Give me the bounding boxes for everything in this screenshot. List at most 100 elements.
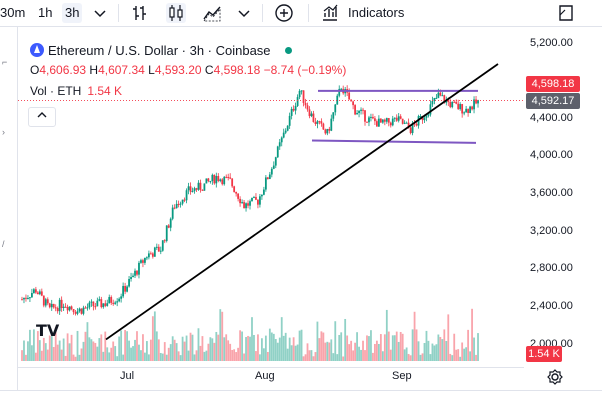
- area-style-icon[interactable]: [202, 3, 222, 23]
- volume-bar: [98, 338, 101, 361]
- candle-body: [278, 142, 281, 147]
- candle-body: [157, 246, 160, 252]
- candle-body: [370, 116, 372, 118]
- rail-mark[interactable]: /: [2, 239, 5, 249]
- symbol-title[interactable]: Ethereum / U.S. Dollar · 3h · Coinbase: [30, 43, 292, 58]
- volume-bar: [142, 334, 144, 361]
- channel-lower-line[interactable]: [311, 139, 477, 144]
- candle-style-icon[interactable]: [166, 3, 186, 23]
- volume-bar: [366, 335, 368, 361]
- candle-body: [235, 191, 238, 194]
- volume-bar: [294, 345, 297, 361]
- volume-bar: [227, 340, 230, 361]
- snapshot-icon[interactable]: [556, 3, 576, 23]
- volume-bar: [120, 330, 123, 361]
- candle-body: [463, 112, 466, 114]
- volume-bar: [88, 337, 91, 361]
- candle-body: [381, 119, 384, 123]
- volume-tag: 1.54 K: [526, 346, 562, 362]
- add-compare-icon[interactable]: [274, 3, 294, 23]
- candle-body: [213, 174, 216, 184]
- volume-bar: [266, 351, 269, 361]
- volume-bar: [207, 343, 210, 361]
- candle-body: [433, 97, 436, 101]
- candle-body: [310, 113, 313, 117]
- volume-bar: [376, 340, 378, 361]
- volume-bar: [29, 329, 31, 361]
- volume-bar: [74, 356, 77, 361]
- volume-bar: [348, 344, 351, 361]
- candle-body: [34, 289, 37, 293]
- candle-body: [415, 124, 418, 126]
- volume-bar: [86, 322, 89, 361]
- rail-mark[interactable]: ›: [2, 127, 5, 137]
- candle-body: [443, 95, 446, 103]
- collapse-legend-button[interactable]: [28, 107, 56, 127]
- volume-bar: [425, 330, 428, 361]
- volume-bar: [431, 343, 434, 361]
- volume-bar: [72, 354, 75, 361]
- rail-mark[interactable]: ⌐: [2, 57, 8, 67]
- candle-body: [352, 101, 355, 106]
- candle-body: [387, 118, 390, 123]
- indicators-icon[interactable]: [320, 3, 340, 23]
- trendline[interactable]: [105, 63, 499, 341]
- candle-body: [207, 178, 210, 182]
- price-chart[interactable]: [18, 27, 524, 367]
- volume-bar: [32, 329, 35, 361]
- candle-body: [42, 295, 45, 306]
- volume-bar: [342, 356, 345, 361]
- volume-bar: [368, 336, 370, 361]
- candle-body: [38, 291, 41, 295]
- volume-bar: [94, 342, 97, 361]
- gear-icon[interactable]: [546, 368, 564, 386]
- candle-body: [368, 117, 370, 123]
- interval-1h[interactable]: 1h: [38, 5, 53, 20]
- candle-body: [332, 112, 335, 119]
- candle-body: [56, 308, 59, 312]
- candle-body: [189, 186, 192, 192]
- candle-body: [60, 299, 63, 308]
- close-value: 4,598.18: [213, 63, 261, 77]
- volume-bar: [167, 347, 170, 361]
- volume-bar: [463, 348, 466, 361]
- candle-body: [322, 123, 325, 130]
- bar-style-icon[interactable]: [130, 3, 150, 23]
- chevron-down-icon[interactable]: [234, 3, 254, 23]
- volume-bar: [326, 341, 329, 361]
- volume-bar: [461, 342, 464, 361]
- toolbar-divider: [308, 4, 309, 22]
- volume-bar: [211, 338, 214, 361]
- crosshair-price-tag: 4,592.17: [526, 93, 580, 109]
- candle-body: [395, 117, 398, 121]
- candle-body: [144, 257, 146, 263]
- candle-body: [423, 117, 426, 121]
- volume-bar: [439, 336, 442, 361]
- candle-body: [451, 101, 454, 108]
- volume-bar: [193, 354, 196, 361]
- volume-bar: [130, 347, 132, 361]
- candle-body: [132, 275, 134, 277]
- interval-3h[interactable]: 3h: [62, 3, 83, 23]
- volume-bar: [338, 334, 341, 361]
- candle-body: [304, 102, 307, 106]
- indicators-button[interactable]: Indicators: [348, 5, 405, 20]
- volume-bar: [25, 354, 27, 361]
- volume-bar: [383, 334, 386, 361]
- volume-bar: [42, 337, 45, 361]
- interval-30m[interactable]: 30m: [0, 5, 26, 20]
- candle-body: [167, 225, 170, 228]
- volume-bar: [475, 354, 477, 361]
- candle-body: [88, 302, 91, 308]
- time-axis[interactable]: [18, 367, 524, 390]
- volume-bar: [284, 332, 287, 361]
- volume-bar: [76, 330, 79, 361]
- candle-body: [255, 197, 257, 200]
- volume-readout[interactable]: Vol · ETH 1.54 K: [30, 84, 122, 98]
- candle-body: [473, 99, 475, 110]
- candle-body: [296, 97, 299, 106]
- chevron-down-icon[interactable]: [90, 3, 110, 23]
- volume-bar: [126, 331, 128, 361]
- candle-body: [86, 307, 89, 309]
- candle-body: [259, 196, 261, 205]
